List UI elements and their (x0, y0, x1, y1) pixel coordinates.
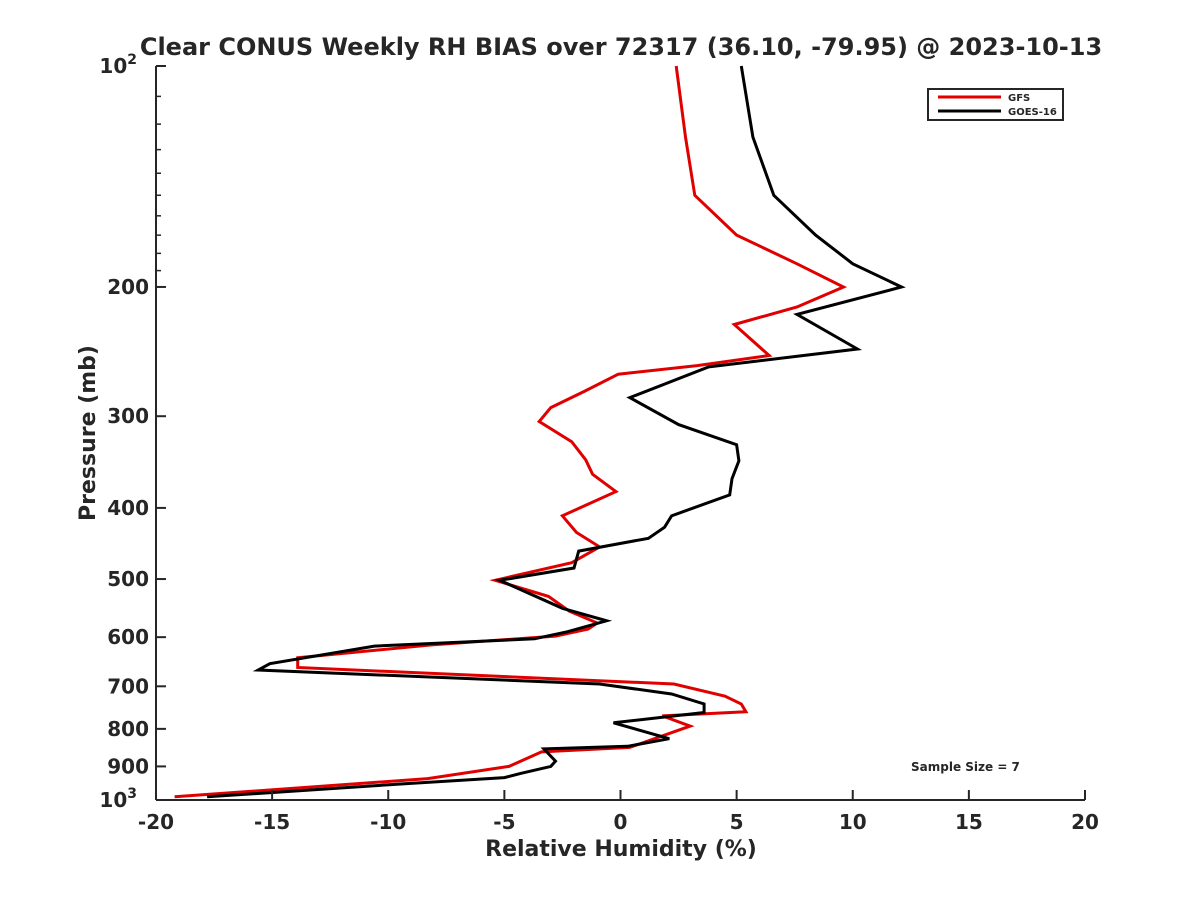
x-tick-label: 5 (730, 810, 744, 834)
y-tick-label: 400 (107, 496, 149, 520)
y-tick-label: 700 (107, 674, 149, 698)
y-tick-label: 200 (107, 275, 149, 299)
plot-lines (174, 65, 906, 799)
chart-title: Clear CONUS Weekly RH BIAS over 72317 (3… (140, 33, 1102, 61)
legend-label: GOES-16 (1008, 107, 1057, 118)
y-tick-label: 600 (107, 625, 149, 649)
x-tick-label: -10 (370, 810, 406, 834)
x-tick-label: 10 (839, 810, 867, 834)
y-tick-label: 300 (107, 404, 149, 428)
y-axis-label: Pressure (mb) (76, 345, 101, 521)
x-tick-label: -5 (493, 810, 515, 834)
sample-size-annotation: Sample Size = 7 (911, 760, 1020, 774)
legend-label: GFS (1008, 93, 1030, 104)
x-tick-label: 20 (1071, 810, 1099, 834)
axes: -20 -15 -10 -5 0 5 10 15 20 102 200 300 400 500 600 700… (99, 52, 1099, 834)
x-tick-label: -15 (254, 810, 290, 834)
x-tick-label: 15 (955, 810, 983, 834)
y-tick-label: 102 (99, 52, 137, 78)
legend-box (927, 88, 1064, 121)
series-line-goes-16 (207, 65, 906, 799)
legend: GFS GOES-16 (927, 88, 1064, 121)
y-tick-label: 800 (107, 717, 149, 741)
x-axis-label: Relative Humidity (%) (485, 837, 757, 862)
y-tick-label: 900 (107, 754, 149, 778)
series-line-gfs (174, 65, 848, 799)
y-tick-label: 500 (107, 567, 149, 591)
y-tick-label: 103 (99, 786, 137, 812)
x-tick-label: -20 (138, 810, 174, 834)
x-tick-label: 0 (614, 810, 628, 834)
